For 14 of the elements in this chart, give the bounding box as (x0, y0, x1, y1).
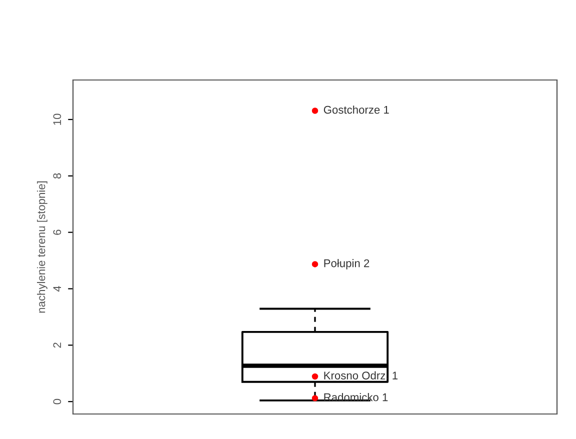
y-axis-title: nachylenie terenu [stopnie] (37, 181, 48, 313)
y-tick-label: 8 (53, 173, 62, 179)
point (312, 373, 318, 380)
data-label: Połupin 2 (324, 259, 370, 270)
point (312, 395, 318, 402)
data-label: Gostchorze 1 (324, 106, 389, 114)
point (312, 261, 318, 268)
y-tick-label: 2 (53, 342, 61, 348)
y-tick-label: 10 (53, 114, 62, 125)
y-tick-label: 6 (53, 230, 62, 235)
y-tick-label: 4 (53, 286, 61, 292)
data-label: Radomicko 1 (324, 393, 388, 402)
y-tick-label: 0 (53, 398, 62, 404)
point (312, 108, 318, 114)
